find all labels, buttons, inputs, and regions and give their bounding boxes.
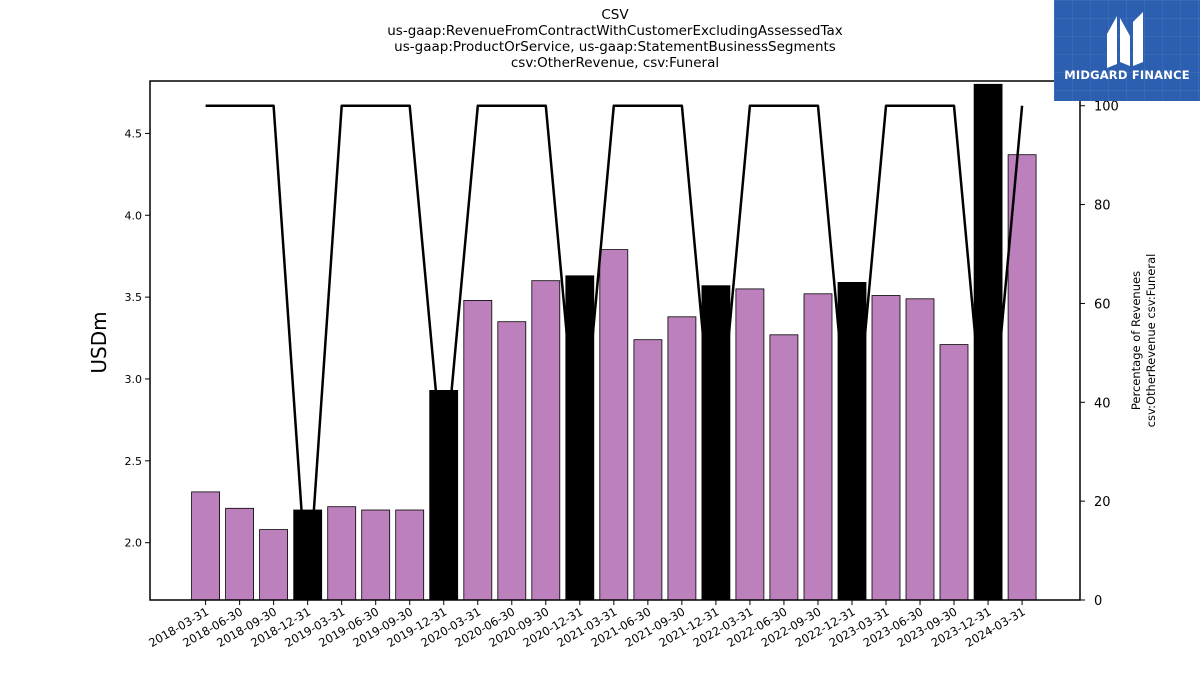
percentage-line — [205, 104, 1024, 600]
y2-tick-label: 0 — [1094, 594, 1102, 609]
chart-title-line-4: csv:OtherRevenue, csv:Funeral — [510, 55, 720, 71]
y-tick-label: 4.0 — [125, 209, 143, 222]
y2-tick-label: 60 — [1094, 297, 1111, 312]
bar-2021-03-31 — [599, 249, 629, 600]
bar-2018-09-30 — [259, 529, 289, 600]
bar-2019-03-31 — [327, 506, 357, 600]
y-tick-label: 2.0 — [125, 537, 143, 550]
bar-2021-09-30 — [667, 316, 697, 600]
bar-2021-06-30 — [633, 339, 663, 600]
bar-2022-12-31 — [837, 281, 867, 600]
plot-area — [191, 83, 1037, 600]
chart-title-line-3: us-gaap:ProductOrService, us-gaap:Statem… — [394, 39, 836, 55]
bar-2023-09-30 — [939, 344, 969, 600]
midgard-finance-logo: MIDGARD FINANCE — [1054, 0, 1200, 101]
bar-2019-12-31 — [429, 389, 459, 600]
bar-2018-06-30 — [225, 507, 255, 600]
logo-text: MIDGARD FINANCE — [1064, 68, 1190, 82]
y-tick-label: 3.5 — [125, 291, 143, 304]
bar-2019-06-30 — [361, 509, 391, 600]
bar-2022-09-30 — [803, 293, 833, 600]
bar-2018-03-31 — [191, 491, 221, 600]
chart-title: CSV us-gaap:RevenueFromContractWithCusto… — [0, 7, 1200, 71]
y2-axis-label-line: csv:OtherRevenue csv:Funeral — [1144, 254, 1158, 428]
bar-2023-03-31 — [871, 295, 901, 600]
bar-2022-03-31 — [735, 288, 765, 600]
bar-2020-06-30 — [497, 321, 527, 600]
y-axis-label: USDm — [87, 311, 111, 373]
bar-2024-03-31 — [1007, 154, 1037, 600]
bar-2020-09-30 — [531, 280, 561, 600]
y2-tick-label: 40 — [1094, 396, 1111, 411]
y2-tick-label: 80 — [1094, 199, 1111, 214]
bar-2022-06-30 — [769, 334, 799, 600]
y-tick-label: 3.0 — [125, 373, 143, 386]
y2-tick-label: 100 — [1094, 100, 1119, 115]
bar-2020-12-31 — [565, 275, 595, 600]
bar-2023-06-30 — [905, 298, 935, 600]
bar-2023-12-31 — [973, 83, 1003, 600]
y2-tick-label: 20 — [1094, 495, 1111, 510]
logo-mark-icon — [1107, 12, 1143, 68]
bar-2021-12-31 — [701, 285, 731, 600]
plot-frame — [149, 80, 1081, 601]
y-tick-label: 4.5 — [125, 127, 143, 140]
y2-axis-label-line: Percentage of Revenues — [1129, 271, 1143, 410]
bar-2020-03-31 — [463, 299, 493, 600]
chart-title-line-1: CSV — [601, 7, 629, 23]
y-tick-label: 2.5 — [125, 455, 143, 468]
bar-2019-09-30 — [395, 509, 425, 600]
chart-title-line-2: us-gaap:RevenueFromContractWithCustomerE… — [387, 23, 843, 39]
